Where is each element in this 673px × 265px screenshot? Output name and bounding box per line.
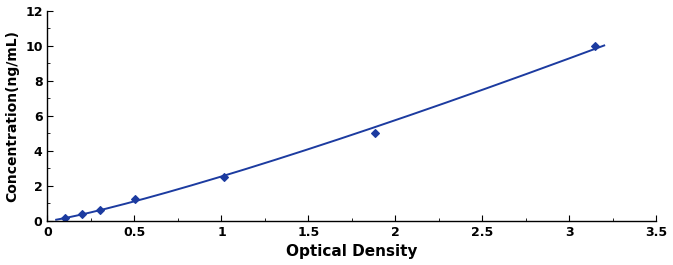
Y-axis label: Concentration(ng/mL): Concentration(ng/mL): [5, 30, 20, 202]
X-axis label: Optical Density: Optical Density: [286, 244, 418, 259]
